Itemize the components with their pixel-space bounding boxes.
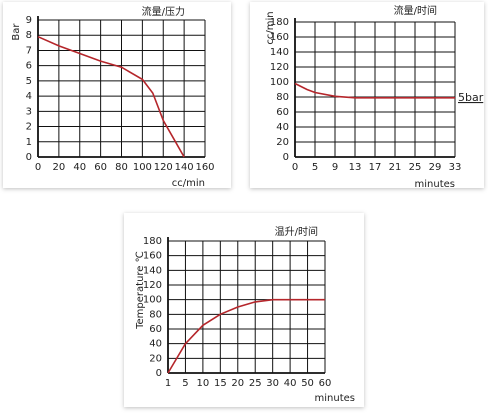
y-axis-label: cc/min [265, 11, 276, 44]
y-tick-label: 140 [143, 265, 162, 276]
y-tick-label: 2 [26, 122, 32, 133]
x-tick-label: 29 [429, 162, 442, 173]
y-tick-label: 6 [26, 61, 32, 72]
x-tick-label: 100 [133, 162, 152, 173]
y-tick-label: 100 [143, 295, 162, 306]
y-tick-label: 120 [270, 62, 289, 73]
data-line [37, 35, 185, 158]
data-line [294, 82, 455, 99]
x-tick-label: 40 [284, 378, 297, 389]
chart-title: 流量/压力 [142, 5, 185, 18]
x-tick-label: 25 [409, 162, 422, 173]
x-tick-label: 5 [182, 378, 188, 389]
y-tick-label: 1 [26, 137, 32, 148]
y-tick-label: 180 [270, 17, 289, 28]
y-tick-label: 20 [276, 137, 289, 148]
x-tick-label: 17 [369, 162, 382, 173]
card [124, 213, 364, 407]
x-axis-label: minutes [315, 393, 355, 404]
x-tick-label: 30 [266, 378, 279, 389]
x-axis-label: cc/min [172, 178, 205, 189]
y-tick-label: 0 [156, 368, 162, 379]
x-tick-label: 60 [94, 162, 107, 173]
x-tick-label: 0 [35, 162, 41, 173]
y-tick-label: 3 [26, 106, 32, 117]
y-tick-label: 80 [149, 309, 162, 320]
x-tick-label: 13 [349, 162, 362, 173]
y-tick-label: 0 [283, 152, 289, 163]
x-tick-label: 50 [301, 378, 314, 389]
x-tick-label: 9 [332, 162, 338, 173]
y-tick-label: 80 [276, 92, 289, 103]
y-tick-label: 140 [270, 47, 289, 58]
x-tick-label: 120 [154, 162, 173, 173]
y-tick-label: 160 [270, 32, 289, 43]
x-tick-label: 20 [231, 378, 244, 389]
y-tick-label: 40 [149, 339, 162, 350]
x-tick-label: 140 [175, 162, 194, 173]
y-tick-label: 120 [143, 280, 162, 291]
x-tick-label: 60 [319, 378, 332, 389]
y-axis-label: Temperature ℃ [135, 251, 146, 330]
x-tick-label: 1 [165, 378, 171, 389]
x-axis-label: minutes [415, 179, 455, 190]
x-tick-label: 33 [449, 162, 462, 173]
data-line [167, 298, 325, 374]
y-tick-label: 0 [26, 152, 32, 163]
chart-title: 温升/时间 [275, 225, 318, 238]
x-tick-label: 5 [312, 162, 318, 173]
annotation: 5bar [458, 91, 484, 104]
x-tick-label: 40 [73, 162, 86, 173]
y-tick-label: 9 [26, 15, 32, 26]
y-tick-label: 7 [26, 45, 32, 56]
x-tick-label: 20 [53, 162, 66, 173]
y-tick-label: 8 [26, 30, 32, 41]
x-tick-label: 160 [195, 162, 214, 173]
y-axis-label: Bar [11, 23, 22, 41]
x-tick-label: 80 [115, 162, 128, 173]
y-tick-label: 60 [276, 107, 289, 118]
x-tick-label: 15 [214, 378, 227, 389]
y-tick-label: 20 [149, 353, 162, 364]
y-tick-label: 100 [270, 77, 289, 88]
x-tick-label: 25 [249, 378, 262, 389]
y-tick-label: 4 [26, 91, 32, 102]
y-tick-label: 5 [26, 76, 32, 87]
y-tick-label: 180 [143, 236, 162, 247]
x-tick-label: 21 [389, 162, 402, 173]
y-tick-label: 40 [276, 122, 289, 133]
y-tick-label: 160 [143, 251, 162, 262]
x-tick-label: 10 [197, 378, 210, 389]
y-tick-label: 60 [149, 324, 162, 335]
chart-title: 流量/时间 [394, 4, 437, 17]
x-tick-label: 0 [292, 162, 298, 173]
